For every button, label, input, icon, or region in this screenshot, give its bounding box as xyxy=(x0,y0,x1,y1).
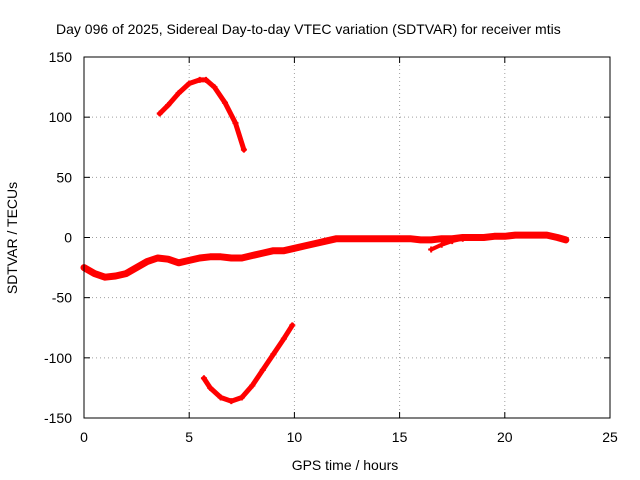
x-tick-label: 0 xyxy=(80,429,88,445)
y-tick-label: -50 xyxy=(52,290,72,306)
data-point xyxy=(291,245,298,252)
data-point xyxy=(449,238,456,245)
y-axis-label: SDTVAR / TECUs xyxy=(4,182,20,294)
data-point xyxy=(123,270,130,277)
data-point xyxy=(312,240,319,247)
data-point xyxy=(186,257,193,264)
data-point xyxy=(228,254,235,261)
x-tick-label: 10 xyxy=(287,429,303,445)
data-point xyxy=(238,254,245,261)
series-dip-segment xyxy=(429,236,465,252)
data-point xyxy=(221,99,228,106)
data-point xyxy=(280,335,287,342)
y-tick-label: 150 xyxy=(49,49,73,65)
data-point xyxy=(512,232,519,239)
data-point xyxy=(533,232,540,239)
data-point xyxy=(459,235,466,242)
data-point xyxy=(428,246,435,253)
data-point xyxy=(554,234,561,241)
data-point xyxy=(386,235,393,242)
data-point xyxy=(200,375,207,382)
data-point xyxy=(289,322,296,329)
data-point xyxy=(207,384,214,391)
data-point xyxy=(217,394,224,401)
data-point xyxy=(543,232,550,239)
data-point xyxy=(156,110,163,117)
data-point xyxy=(470,234,477,241)
y-tick-label: 0 xyxy=(64,230,72,246)
plot-frame xyxy=(83,56,611,419)
data-point xyxy=(259,250,266,257)
y-tick-label: 100 xyxy=(49,109,73,125)
data-point xyxy=(354,235,361,242)
x-tick-label: 20 xyxy=(497,429,513,445)
tick-layer: 0 5 10 15 20 25 -150 -100 -50 0 50 100 150 xyxy=(44,49,618,445)
data-point xyxy=(133,264,140,271)
data-point xyxy=(280,247,287,254)
data-point xyxy=(203,76,210,83)
data-point xyxy=(438,241,445,248)
data-point xyxy=(217,253,224,260)
data-point xyxy=(207,253,214,260)
data-point xyxy=(501,233,508,240)
data-point xyxy=(165,102,172,109)
data-point xyxy=(196,76,203,83)
x-tick-label: 5 xyxy=(185,429,193,445)
y-tick-label: 50 xyxy=(56,169,72,185)
data-point xyxy=(322,238,329,245)
data-point xyxy=(480,234,487,241)
x-tick-label: 15 xyxy=(392,429,408,445)
data-point xyxy=(428,236,435,243)
data-point xyxy=(228,398,235,405)
y-tick-label: -100 xyxy=(44,350,72,366)
data-point xyxy=(91,270,98,277)
series-lower-arc xyxy=(201,322,295,404)
data-point xyxy=(270,247,277,254)
data-point xyxy=(365,235,372,242)
data-point xyxy=(270,351,277,358)
data-point xyxy=(112,273,119,280)
data-point xyxy=(186,80,193,87)
data-point xyxy=(165,256,172,263)
data-point xyxy=(102,274,109,281)
data-point xyxy=(301,242,308,249)
series-layer xyxy=(80,76,570,405)
chart-title: Day 096 of 2025, Sidereal Day-to-day VTE… xyxy=(56,21,561,37)
x-tick-label: 25 xyxy=(602,429,618,445)
data-point xyxy=(249,382,256,389)
data-point xyxy=(522,232,529,239)
data-point xyxy=(344,235,350,242)
data-point xyxy=(211,84,218,91)
series-upper-arc xyxy=(157,77,247,153)
x-axis-label: GPS time / hours xyxy=(292,457,399,473)
data-point xyxy=(249,252,256,259)
data-point xyxy=(175,259,182,266)
data-point xyxy=(238,394,245,401)
data-point xyxy=(491,233,498,240)
y-tick-label: -150 xyxy=(44,410,72,426)
data-point xyxy=(175,90,182,97)
data-point xyxy=(154,254,161,261)
data-point xyxy=(259,366,266,373)
data-point xyxy=(375,235,382,242)
data-point xyxy=(407,235,414,242)
data-point xyxy=(396,235,403,242)
data-point xyxy=(232,120,239,127)
data-point xyxy=(562,236,569,243)
data-point xyxy=(417,236,424,243)
data-point xyxy=(196,254,203,261)
data-point xyxy=(240,146,247,153)
data-point xyxy=(144,258,151,265)
data-point xyxy=(438,235,445,242)
data-point xyxy=(333,235,340,242)
